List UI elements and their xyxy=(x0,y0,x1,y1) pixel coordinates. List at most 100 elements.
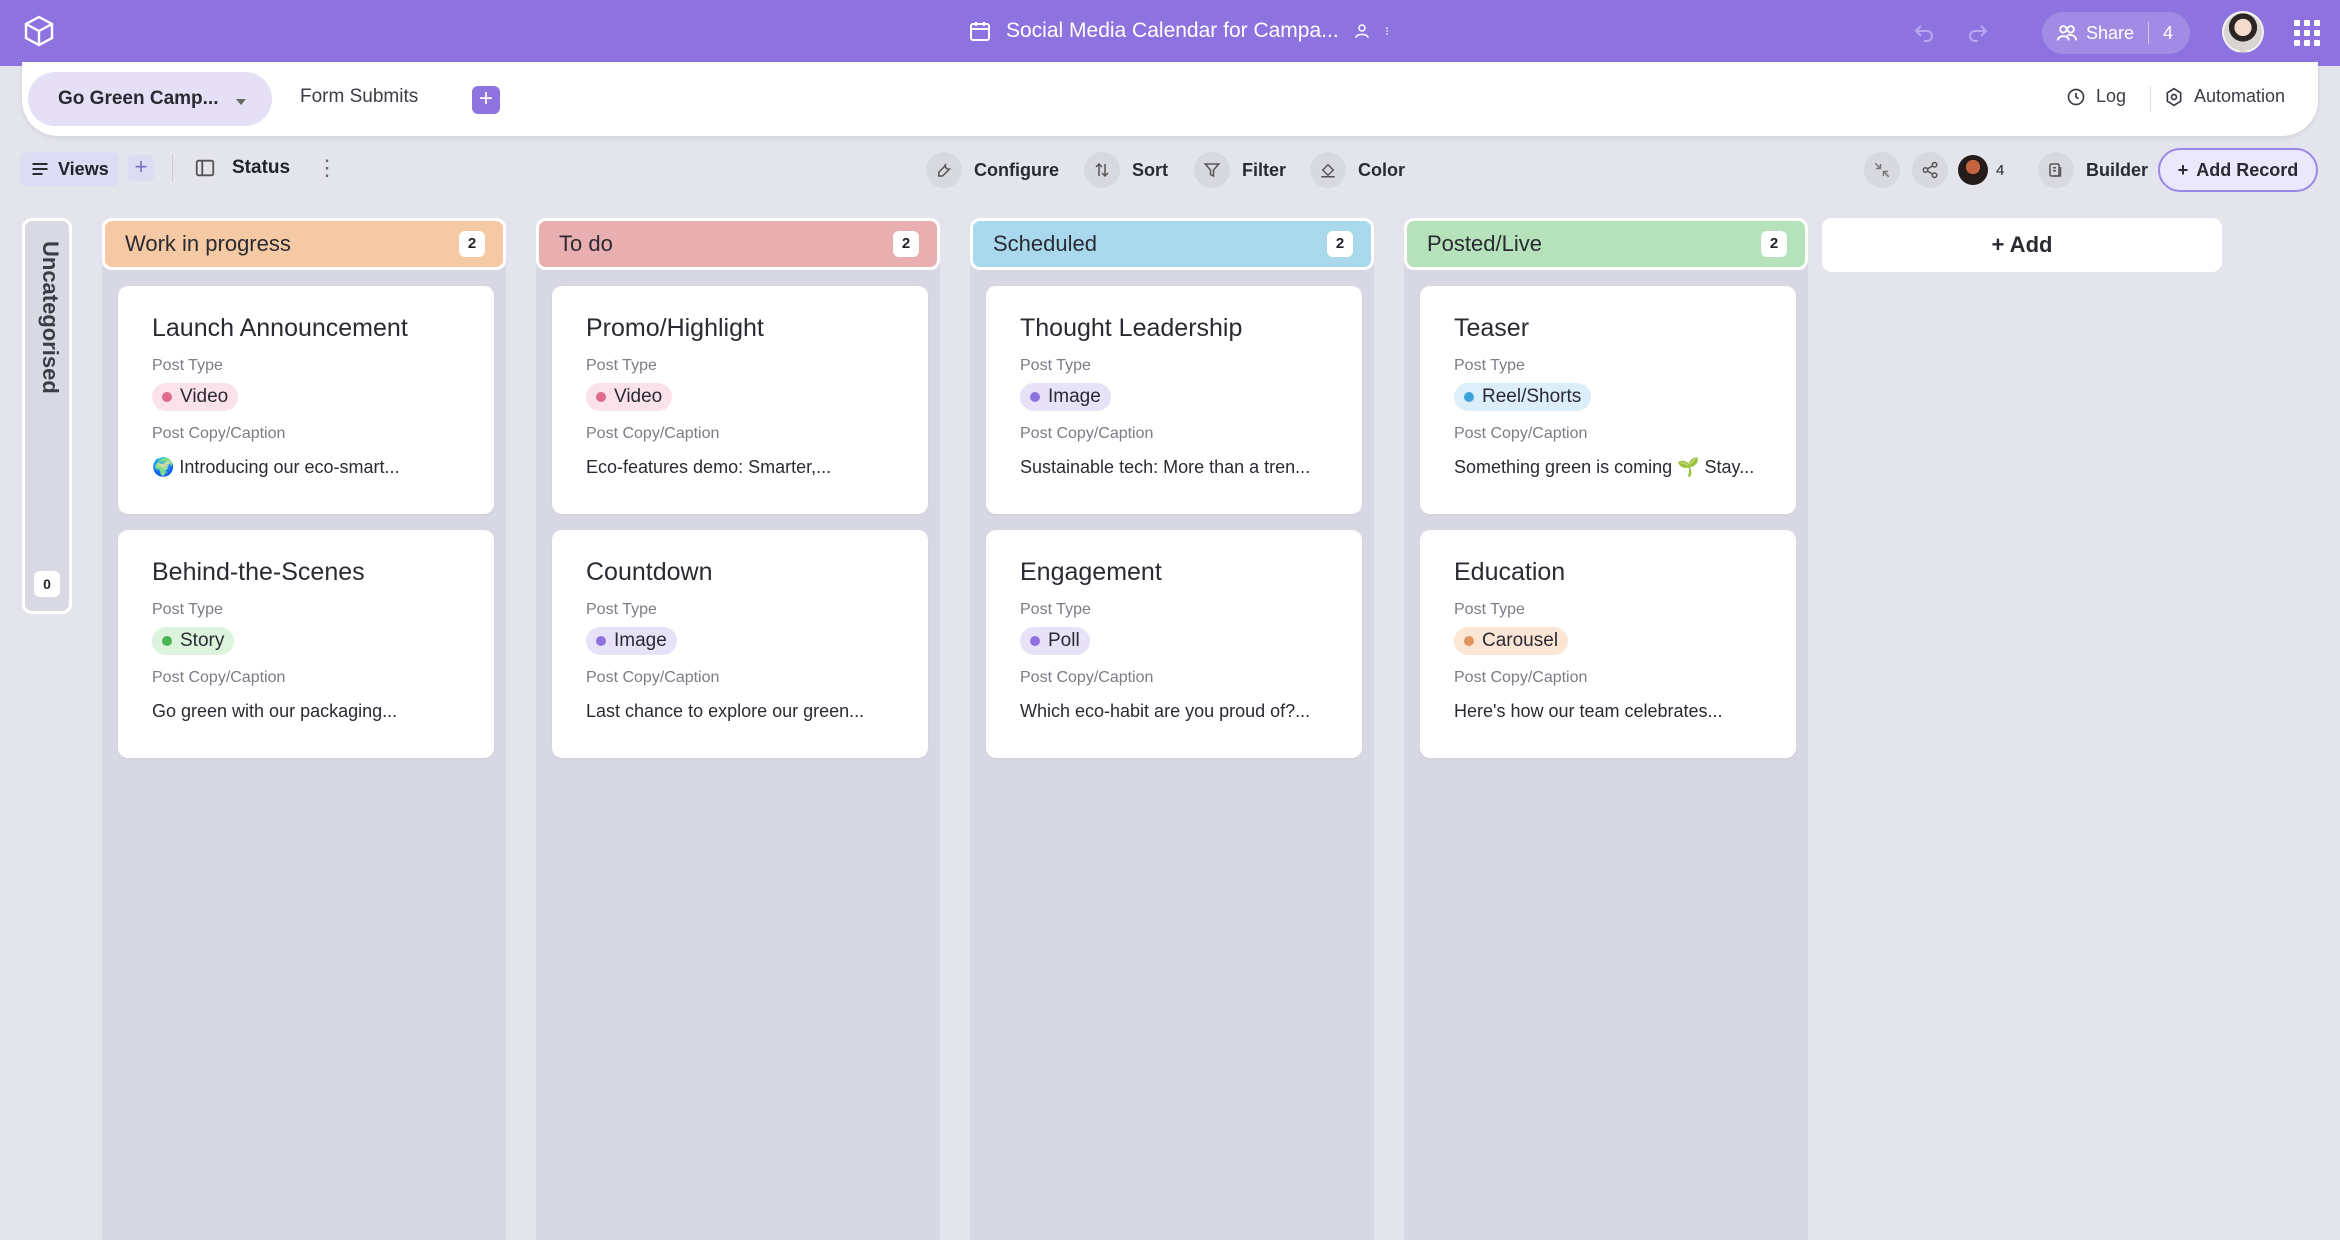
field-label-caption: Post Copy/Caption xyxy=(152,669,286,686)
uncategorised-column[interactable]: Uncategorised 0 xyxy=(22,218,72,614)
tag-label: Image xyxy=(1048,386,1101,407)
add-view-button[interactable]: + xyxy=(128,155,154,181)
tab-go-green-campaign[interactable]: Go Green Camp... xyxy=(28,72,272,126)
configure-label: Configure xyxy=(974,159,1059,180)
collapse-icon[interactable] xyxy=(1864,152,1900,188)
chevron-down-icon[interactable] xyxy=(236,99,247,105)
field-label-caption: Post Copy/Caption xyxy=(1454,425,1588,442)
card-title: Teaser xyxy=(1454,314,1530,342)
record-card[interactable]: Countdown Post Type Image Post Copy/Capt… xyxy=(552,530,928,758)
tab-form-submits[interactable]: Form Submits xyxy=(300,86,419,107)
collaborators[interactable]: 4 xyxy=(1958,152,2004,188)
field-label-caption: Post Copy/Caption xyxy=(1020,425,1154,442)
tab-strip: Go Green Camp... Form Submits + Log Auto… xyxy=(22,62,2318,136)
column-count: 2 xyxy=(893,231,919,257)
field-label-post-type: Post Type xyxy=(152,357,223,374)
card-title: Thought Leadership xyxy=(1020,314,1243,342)
tag-label: Video xyxy=(180,386,229,407)
record-card[interactable]: Thought Leadership Post Type Image Post … xyxy=(986,286,1362,514)
tag-label: Reel/Shorts xyxy=(1482,386,1582,407)
automation-button[interactable]: Automation xyxy=(2164,86,2285,107)
filter-button[interactable]: Filter xyxy=(1194,152,1286,188)
builder-button[interactable]: Builder xyxy=(2038,152,2148,188)
board-column: Scheduled 2 Thought Leadership Post Type… xyxy=(970,218,1374,1240)
column-header[interactable]: To do 2 xyxy=(536,218,940,270)
card-caption: Here's how our team celebrates... xyxy=(1454,701,1723,721)
column-title: Posted/Live xyxy=(1427,231,1542,256)
record-card[interactable]: Engagement Post Type Poll Post Copy/Capt… xyxy=(986,530,1362,758)
people-icon xyxy=(2056,25,2078,41)
column-count: 2 xyxy=(1327,231,1353,257)
board-column: To do 2 Promo/Highlight Post Type Video … xyxy=(536,218,940,1240)
share-icon[interactable] xyxy=(1912,152,1948,188)
uncategorised-label: Uncategorised xyxy=(38,241,63,394)
sort-label: Sort xyxy=(1132,159,1168,180)
document-title[interactable]: Social Media Calendar for Campa... xyxy=(1006,19,1339,42)
card-title: Education xyxy=(1454,558,1566,586)
user-avatar[interactable] xyxy=(2222,11,2264,53)
record-card[interactable]: Launch Announcement Post Type Video Post… xyxy=(118,286,494,514)
add-record-button[interactable]: + Add Record xyxy=(2158,148,2318,192)
field-label-caption: Post Copy/Caption xyxy=(586,669,720,686)
board-column: Work in progress 2 Launch Announcement P… xyxy=(102,218,506,1240)
apps-grid-icon[interactable] xyxy=(2294,20,2320,46)
card-title: Behind-the-Scenes xyxy=(152,558,365,586)
record-card[interactable]: Promo/Highlight Post Type Video Post Cop… xyxy=(552,286,928,514)
tag-dot xyxy=(1030,392,1040,402)
collaborator-avatar xyxy=(1958,155,1988,185)
card-caption: Which eco-habit are you proud of?... xyxy=(1020,701,1311,721)
add-tab-button[interactable]: + xyxy=(472,86,500,114)
sort-button[interactable]: Sort xyxy=(1084,152,1168,188)
field-label-caption: Post Copy/Caption xyxy=(1454,669,1588,686)
configure-button[interactable]: Configure xyxy=(926,152,1059,188)
list-icon xyxy=(32,163,48,175)
app-logo-icon[interactable] xyxy=(22,14,56,48)
record-card[interactable]: Behind-the-Scenes Post Type Story Post C… xyxy=(118,530,494,758)
color-label: Color xyxy=(1358,159,1405,180)
field-label-post-type: Post Type xyxy=(586,601,657,618)
wrench-icon xyxy=(926,152,962,188)
person-icon[interactable] xyxy=(1353,22,1371,40)
color-button[interactable]: Color xyxy=(1310,152,1405,188)
document-title-area: Social Media Calendar for Campa... xyxy=(968,19,1395,43)
tag-label: Carousel xyxy=(1482,630,1559,651)
plus-icon: + xyxy=(2177,159,2189,180)
column-header[interactable]: Posted/Live 2 xyxy=(1404,218,1808,270)
log-label: Log xyxy=(2096,86,2127,106)
add-record-label: Add Record xyxy=(2196,159,2299,180)
current-view[interactable]: Status xyxy=(194,157,290,179)
record-card[interactable]: Education Post Type Carousel Post Copy/C… xyxy=(1420,530,1796,758)
log-button[interactable]: Log xyxy=(2066,86,2126,107)
post-type-tag: Reel/Shorts xyxy=(1454,383,1592,411)
field-label-post-type: Post Type xyxy=(1020,601,1091,618)
views-button[interactable]: Views xyxy=(20,152,119,186)
column-title: Scheduled xyxy=(993,231,1097,256)
column-title: Work in progress xyxy=(125,231,291,256)
column-count: 2 xyxy=(1761,231,1787,257)
tag-dot xyxy=(1464,636,1474,646)
paint-bucket-icon xyxy=(1310,152,1346,188)
field-label-caption: Post Copy/Caption xyxy=(1020,669,1154,686)
card-caption: Go green with our packaging... xyxy=(152,701,398,721)
field-label-post-type: Post Type xyxy=(1454,601,1525,618)
tag-label: Image xyxy=(614,630,667,651)
tag-label: Video xyxy=(614,386,663,407)
more-vertical-icon[interactable] xyxy=(1385,19,1395,43)
add-column-button[interactable]: + Add xyxy=(1822,218,2222,272)
sort-icon xyxy=(1084,152,1120,188)
share-label: Share xyxy=(2086,22,2135,43)
undo-icon[interactable] xyxy=(1912,20,1936,44)
views-label: Views xyxy=(58,158,109,179)
column-header[interactable]: Scheduled 2 xyxy=(970,218,1374,270)
share-button[interactable]: Share 4 xyxy=(2042,12,2190,54)
field-label-caption: Post Copy/Caption xyxy=(586,425,720,442)
redo-icon[interactable] xyxy=(1966,20,1990,44)
post-type-tag: Story xyxy=(152,627,235,655)
view-more-icon[interactable]: ⋮ xyxy=(316,155,338,180)
column-header[interactable]: Work in progress 2 xyxy=(102,218,506,270)
uncategorised-count: 0 xyxy=(34,571,60,597)
record-card[interactable]: Teaser Post Type Reel/Shorts Post Copy/C… xyxy=(1420,286,1796,514)
card-caption: Eco-features demo: Smarter,... xyxy=(586,457,832,477)
card-caption: Sustainable tech: More than a tren... xyxy=(1020,457,1311,477)
post-type-tag: Image xyxy=(586,627,677,655)
